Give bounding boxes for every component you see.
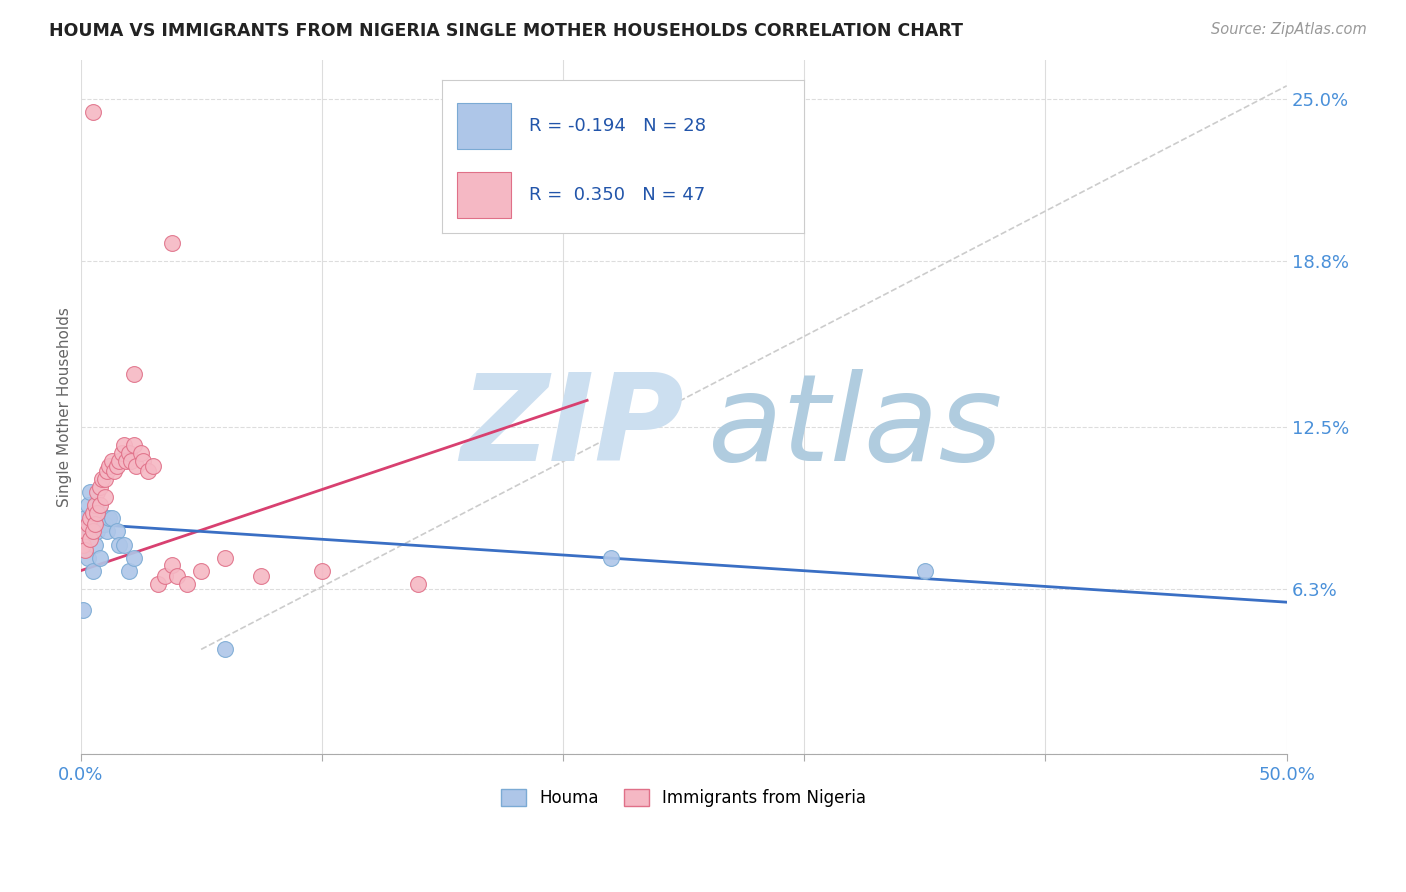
Point [176,577,198,591]
Point [311,564,333,578]
Point [79,511,101,525]
Point [89,550,111,565]
Point [98,511,121,525]
Point [75,542,97,557]
Point [122,550,145,565]
Point [160,558,183,573]
Point [105,524,128,539]
Point [76,550,98,565]
Point [82,524,104,539]
Point [75,537,97,551]
Point [79,485,101,500]
Point [84,516,107,531]
Point [125,458,148,473]
Point [82,105,104,120]
Point [914,564,936,578]
Point [84,506,107,520]
Point [98,458,121,473]
Point [112,537,135,551]
Point [89,506,111,520]
Point [105,458,128,473]
Text: HOUMA VS IMMIGRANTS FROM NIGERIA SINGLE MOTHER HOUSEHOLDS CORRELATION CHART: HOUMA VS IMMIGRANTS FROM NIGERIA SINGLE … [49,22,963,40]
Point [89,498,111,512]
Point [112,438,135,452]
Point [91,472,114,486]
Point [89,480,111,494]
Point [103,464,125,478]
Point [84,537,107,551]
Point [406,577,429,591]
Point [142,458,165,473]
Point [108,453,131,467]
Text: Source: ZipAtlas.com: Source: ZipAtlas.com [1211,22,1367,37]
Point [86,524,108,539]
Text: atlas: atlas [707,369,1002,486]
Point [146,577,169,591]
Point [72,537,94,551]
Point [214,642,236,657]
Point [79,524,101,539]
Point [91,516,114,531]
Point [132,453,155,467]
Point [75,511,97,525]
Point [86,511,108,525]
Point [108,537,131,551]
Point [96,524,118,539]
Point [190,564,212,578]
Point [120,453,142,467]
Point [160,236,183,251]
Point [101,453,124,467]
Legend: Houma, Immigrants from Nigeria: Houma, Immigrants from Nigeria [492,780,875,815]
Point [93,516,115,531]
Point [93,472,115,486]
Point [84,498,107,512]
Point [166,569,188,583]
Point [76,516,98,531]
Point [82,564,104,578]
Point [110,446,132,460]
Point [118,446,141,460]
Point [76,498,98,512]
Text: ZIP: ZIP [460,369,683,486]
Point [79,533,101,547]
Point [72,603,94,617]
Point [101,511,124,525]
Point [82,506,104,520]
Y-axis label: Single Mother Households: Single Mother Households [58,307,72,507]
Point [122,367,145,381]
Point [86,506,108,520]
Point [250,569,273,583]
Point [82,516,104,531]
Point [96,464,118,478]
Point [115,453,138,467]
Point [600,550,623,565]
Point [118,564,141,578]
Point [122,438,145,452]
Point [129,446,152,460]
Point [136,464,159,478]
Point [214,550,236,565]
Point [75,524,97,539]
Point [153,569,176,583]
Point [93,491,115,505]
Point [86,485,108,500]
